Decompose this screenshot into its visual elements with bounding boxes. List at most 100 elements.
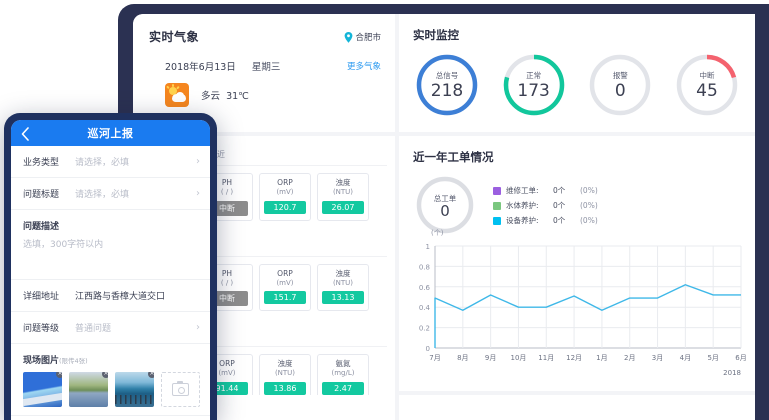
legend-name-0: 维修工单: <box>506 186 539 195</box>
more-weather-link[interactable]: 更多气象 <box>346 62 381 72</box>
metric-name: 浊度 <box>335 268 351 278</box>
metric-name: ORP <box>219 359 235 369</box>
metric-value: 2.47 <box>322 381 364 395</box>
site-pictures-title: 现场图片 <box>23 356 60 366</box>
svg-text:11月: 11月 <box>538 354 554 362</box>
monitor-title: 实时监控 <box>413 28 459 42</box>
svg-text:4月: 4月 <box>680 354 691 362</box>
field-problem-level[interactable]: 问题等级 普通问题 › <box>11 312 210 344</box>
weather-location[interactable]: 合肥市 <box>344 31 381 43</box>
svg-text:0.4: 0.4 <box>419 304 431 312</box>
weather-condition-text: 多云 31℃ <box>201 88 249 102</box>
metric-name: 浊度 <box>335 178 351 187</box>
site-photo-1[interactable]: × <box>23 372 62 407</box>
metric-unit: (NTU) <box>274 369 296 378</box>
svg-text:0.2: 0.2 <box>419 325 430 333</box>
weather-date: 2018年6月13日 <box>165 62 236 73</box>
metric-name: PH <box>221 268 233 278</box>
metric-name: ORP <box>277 178 293 187</box>
map-pin-icon <box>344 32 353 43</box>
monitor-donut-value-2: 0 <box>614 81 626 101</box>
legend-count-1: 0个 <box>553 201 566 210</box>
metric-unit: (mV) <box>218 369 236 378</box>
close-icon[interactable]: × <box>147 372 154 378</box>
field-problem-level-label: 问题等级 <box>23 324 60 334</box>
chart-year-note: 2018 <box>723 369 741 377</box>
site-pictures-label: 现场图片(限传4张) <box>23 353 200 366</box>
mobile-header: 巡河上报 <box>11 120 210 146</box>
monitor-donut-value-0: 218 <box>430 81 464 101</box>
weather-location-label: 合肥市 <box>355 32 381 43</box>
site-photo-3[interactable]: × <box>114 372 154 407</box>
weather-condition-row: 多云 31℃ <box>133 73 395 107</box>
field-description-label: 问题描述 <box>23 222 60 232</box>
workorder-total-label: 总工单 <box>433 194 457 203</box>
svg-text:0: 0 <box>426 345 430 353</box>
close-icon[interactable]: × <box>55 372 62 378</box>
mobile-title: 巡河上报 <box>87 127 134 140</box>
chevron-right-icon: › <box>196 322 200 333</box>
field-problem-title[interactable]: 问题标题 请选择，必填 › <box>11 178 210 210</box>
monitor-donut-label-2: 报警 <box>612 71 628 80</box>
legend-pct-0: (0%) <box>580 186 598 195</box>
monitor-donut-label-0: 总信号 <box>435 71 459 80</box>
legend-swatch-1 <box>493 201 501 210</box>
weather-card: 实时气象 合肥市 2018年6月13日 星期三 更多气象 <box>133 14 395 132</box>
bottom-right-panel <box>399 395 755 420</box>
metric-name: 氨氮 <box>335 359 351 369</box>
field-address[interactable]: 详细地址 江西路与香樟大道交口 <box>11 280 210 312</box>
metric-unit: (mV) <box>276 188 294 197</box>
field-site-pictures: 现场图片(限传4张) × × × <box>11 344 210 416</box>
workorder-legend-row-0: 维修工单: 0个 (0%) <box>493 185 598 196</box>
svg-text:12月: 12月 <box>566 354 582 362</box>
workorder-legend-row-2: 设备养护: 0个 (0%) <box>493 215 598 226</box>
chevron-right-icon: › <box>196 188 200 199</box>
workorder-title: 近一年工单情况 <box>413 150 494 164</box>
metric-card-1-3[interactable]: 浊度 (NTU) 13.13 <box>317 263 369 312</box>
field-problem-title-label: 问题标题 <box>23 190 60 200</box>
site-photo-2[interactable]: × <box>68 372 108 407</box>
mobile-app-overlay: 巡河上报 业务类型 请选择，必填 › 问题标题 请选择，必填 › 问题描述 选填… <box>4 113 217 420</box>
svg-text:0.8: 0.8 <box>419 263 430 271</box>
chevron-left-icon[interactable] <box>21 126 29 141</box>
metric-card-2-3[interactable]: 氨氮 (mg/L) 2.47 <box>317 354 369 402</box>
workorder-legend-row-1: 水体养护: 0个 (0%) <box>493 200 598 211</box>
metric-name: 浊度 <box>277 359 293 369</box>
field-address-value: 江西路与香樟大道交口 <box>75 292 166 302</box>
metric-value: 120.7 <box>264 200 306 214</box>
monitor-donut-value-1: 173 <box>517 81 550 101</box>
field-description[interactable]: 问题描述 选填，300字符以内 <box>11 210 210 250</box>
svg-text:7月: 7月 <box>429 354 440 362</box>
field-address-label: 详细地址 <box>23 292 60 302</box>
weather-title: 实时气象 <box>149 30 200 44</box>
metric-card-0-3[interactable]: 浊度 (NTU) 26.07 <box>317 173 369 221</box>
field-business-type[interactable]: 业务类型 请选择，必填 › <box>11 146 210 178</box>
field-description-placeholder: 选填，300字符以内 <box>23 240 104 250</box>
mobile-screen: 巡河上报 业务类型 请选择，必填 › 问题标题 请选择，必填 › 问题描述 选填… <box>11 120 210 420</box>
monitor-donut-value-3: 45 <box>696 81 718 101</box>
workorder-total-value: 0 <box>440 202 450 220</box>
svg-text:6月: 6月 <box>735 354 746 362</box>
monitor-donut-0: 总信号 218 <box>411 49 483 121</box>
metric-value: 13.13 <box>322 291 364 305</box>
svg-text:8月: 8月 <box>457 354 468 362</box>
close-icon[interactable]: × <box>101 372 108 378</box>
add-photo-button[interactable] <box>160 372 200 407</box>
monitor-donut-1: 正常 173 <box>498 49 570 121</box>
svg-text:3月: 3月 <box>652 354 663 362</box>
field-business-type-placeholder: 请选择，必填 <box>75 158 130 168</box>
metric-card-1-2[interactable]: ORP (mV) 151.7 <box>259 263 311 312</box>
description-textarea[interactable] <box>11 250 210 280</box>
metric-unit: ( / ) <box>220 278 234 287</box>
svg-text:5月: 5月 <box>707 354 718 362</box>
metric-card-0-2[interactable]: ORP (mV) 120.7 <box>259 173 311 221</box>
field-business-type-label: 业务类型 <box>23 158 60 168</box>
field-custom-1[interactable]: 自定义字段1 必填，限50字符以内 <box>11 416 210 420</box>
metric-value: 13.86 <box>264 381 306 395</box>
weather-card-header: 实时气象 合肥市 <box>133 14 395 45</box>
legend-pct-2: (0%) <box>580 216 598 225</box>
weather-condition: 多云 <box>201 91 221 102</box>
svg-text:0.6: 0.6 <box>419 284 431 292</box>
monitor-donut-label-1: 正常 <box>526 71 542 80</box>
